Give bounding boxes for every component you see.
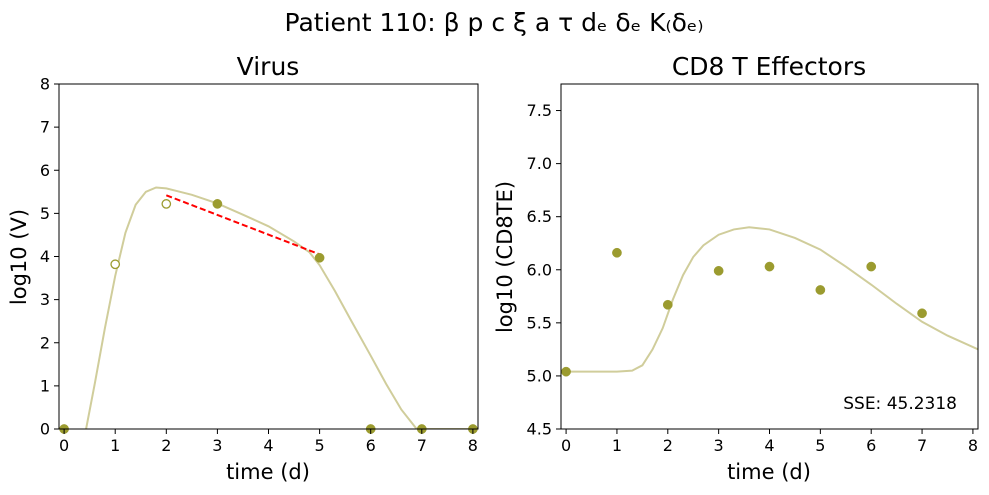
cd8-y-tick-label: 5.0 bbox=[527, 366, 552, 385]
cd8-y-tick-label: 7.5 bbox=[527, 101, 552, 120]
cd8-plot-area: 0 1 2 3 4 5 6 7 8 4.5 5.0 5.5 6.0 6.5 7.0 7.5 bbox=[527, 83, 979, 455]
virus-y-tick-label: 3 bbox=[40, 290, 50, 309]
virus-y-axis-label: log10 (V) bbox=[7, 209, 31, 305]
virus-x-tick-label: 5 bbox=[315, 436, 325, 455]
virus-y-tick-label: 2 bbox=[40, 333, 50, 352]
virus-y-tick-label: 7 bbox=[40, 118, 50, 137]
virus-plot-area: 0 1 2 3 4 5 6 7 8 0 1 2 3 4 5 6 7 8 bbox=[40, 75, 479, 455]
virus-y-tick-label: 8 bbox=[40, 75, 50, 94]
cd8-x-tick-label: 0 bbox=[561, 436, 571, 455]
virus-data-point bbox=[212, 199, 223, 209]
virus-series-group bbox=[85, 186, 478, 429]
cd8-axes-frame bbox=[560, 83, 979, 430]
virus-x-tick-label: 1 bbox=[110, 436, 120, 455]
cd8-data-point bbox=[662, 299, 673, 310]
virus-x-tick-label: 3 bbox=[212, 436, 222, 455]
virus-model-curve bbox=[85, 186, 478, 429]
virus-x-axis-label: time (d) bbox=[226, 460, 310, 484]
cd8-data-point bbox=[561, 366, 571, 377]
cd8-y-tick-label: 6.0 bbox=[527, 260, 552, 279]
virus-y-tick-label: 0 bbox=[40, 420, 50, 439]
cd8-model-curve bbox=[561, 226, 978, 373]
virus-y-tick-label: 4 bbox=[40, 247, 50, 266]
cd8-data-point bbox=[713, 265, 724, 276]
cd8-data-point bbox=[764, 261, 775, 272]
cd8-x-tick-label: 5 bbox=[815, 436, 825, 455]
virus-y-tick-label: 5 bbox=[40, 204, 50, 223]
cd8-x-tick-label: 7 bbox=[917, 436, 927, 455]
cd8-y-tick-label: 5.5 bbox=[527, 313, 552, 332]
virus-x-tick-label: 8 bbox=[468, 436, 478, 455]
virus-panel-title: Virus bbox=[237, 52, 300, 81]
cd8-panel-title: CD8 T Effectors bbox=[672, 52, 866, 81]
cd8-y-axis-label: log10 (CD8TE) bbox=[493, 181, 517, 333]
cd8-series-group bbox=[561, 226, 978, 373]
virus-y-tick-label: 6 bbox=[40, 161, 50, 180]
cd8-data-point bbox=[815, 285, 826, 295]
cd8-x-tick-label: 1 bbox=[612, 436, 622, 455]
virus-x-tick-label: 2 bbox=[161, 436, 171, 455]
virus-axes-frame bbox=[58, 83, 479, 430]
cd8-panel: CD8 T Effectors time (d) log10 (CD8TE) S… bbox=[493, 52, 979, 484]
cd8-y-tick-label: 4.5 bbox=[527, 420, 552, 439]
virus-x-tick-label: 7 bbox=[417, 436, 427, 455]
virus-x-tick-label: 0 bbox=[59, 436, 69, 455]
virus-open-data-point bbox=[161, 199, 172, 209]
virus-data-point bbox=[314, 252, 325, 263]
cd8-x-tick-label: 2 bbox=[663, 436, 673, 455]
cd8-y-tick-label: 6.5 bbox=[527, 207, 552, 226]
cd8-data-point bbox=[866, 261, 877, 272]
virus-x-tick-label: 6 bbox=[366, 436, 376, 455]
virus-x-tick-label: 4 bbox=[263, 436, 273, 455]
sse-annotation: SSE: 45.2318 bbox=[843, 394, 957, 414]
virus-y-tick-label: 1 bbox=[40, 376, 50, 395]
virus-panel: Virus time (d) log10 (V) 0 1 2 3 4 5 6 7 8 0 1 2 3 4 5… bbox=[7, 52, 479, 484]
cd8-y-tick-label: 7.0 bbox=[527, 154, 552, 173]
cd8-data-point bbox=[917, 308, 927, 319]
virus-fit-line bbox=[165, 194, 320, 256]
cd8-x-tick-label: 3 bbox=[714, 436, 724, 455]
cd8-x-tick-label: 6 bbox=[866, 436, 876, 455]
virus-open-data-point bbox=[110, 259, 121, 270]
cd8-x-tick-label: 4 bbox=[764, 436, 774, 455]
figure-title: Patient 110: β p c ξ a τ dₑ δₑ K₍δₑ₎ bbox=[285, 8, 704, 37]
cd8-x-tick-label: 8 bbox=[968, 436, 978, 455]
cd8-x-axis-label: time (d) bbox=[727, 460, 811, 484]
cd8-data-point bbox=[612, 247, 622, 258]
